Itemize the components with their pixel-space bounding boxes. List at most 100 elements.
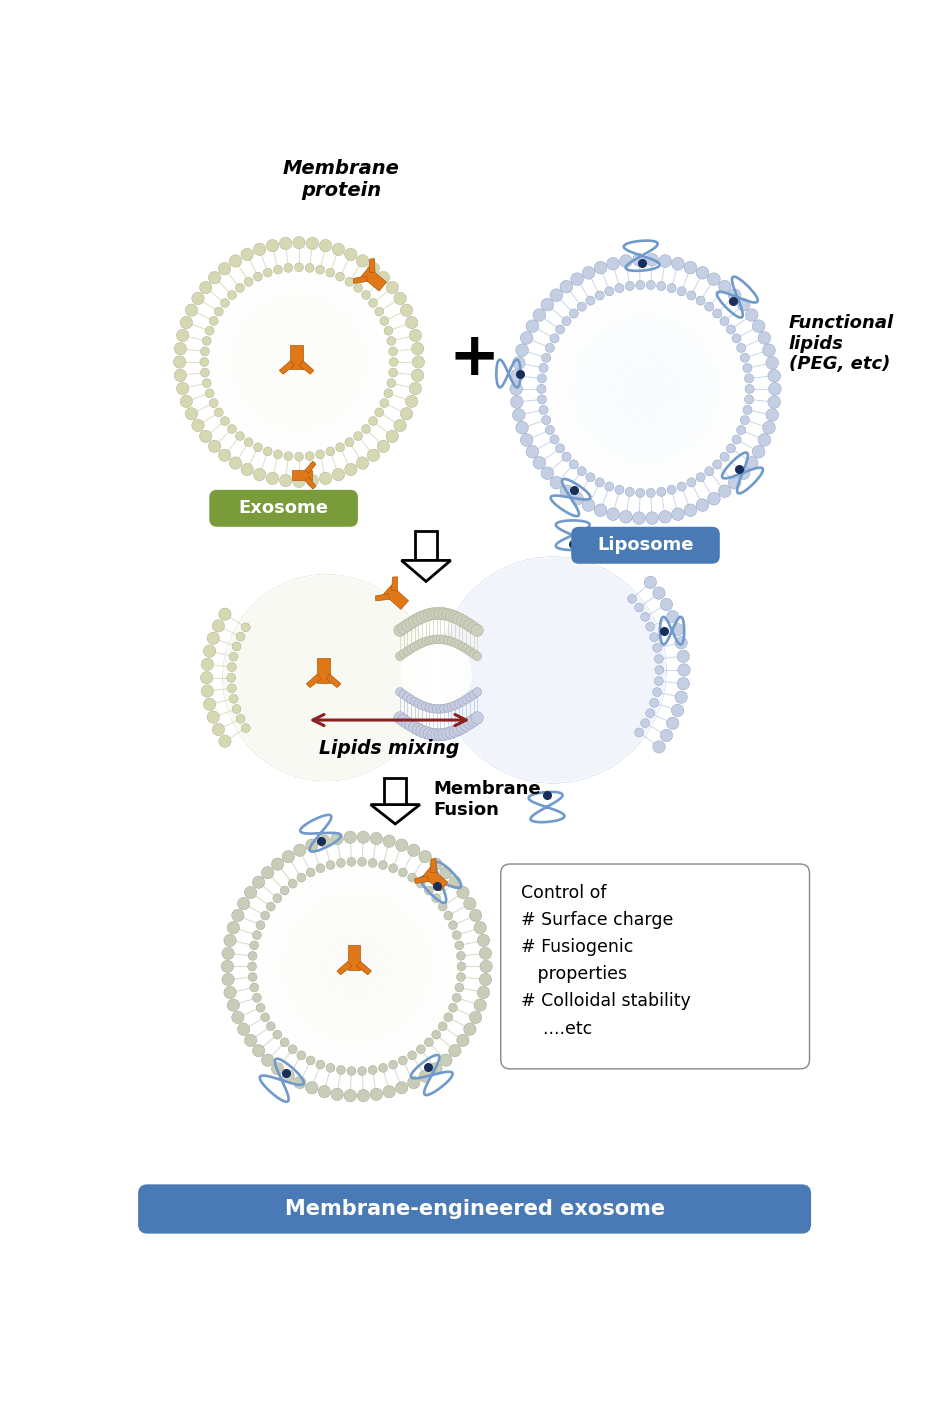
Circle shape [397,714,410,727]
Circle shape [361,291,370,299]
Circle shape [288,1045,297,1053]
Circle shape [586,472,595,482]
Circle shape [768,370,781,382]
Circle shape [745,309,758,322]
Circle shape [410,643,419,651]
Circle shape [253,931,261,939]
Circle shape [288,879,297,889]
Circle shape [215,278,383,446]
Circle shape [468,714,480,727]
Circle shape [223,575,429,780]
Circle shape [200,357,208,367]
Polygon shape [326,673,341,688]
Circle shape [537,395,546,404]
Circle shape [232,704,241,713]
Circle shape [569,460,579,470]
Circle shape [370,1088,382,1101]
Circle shape [219,263,231,274]
Circle shape [635,378,656,399]
Circle shape [233,297,365,427]
Circle shape [282,851,294,863]
Circle shape [570,492,583,505]
Circle shape [745,384,754,394]
Text: Membrane-engineered exosome: Membrane-engineered exosome [284,1199,665,1219]
Circle shape [227,1000,240,1011]
Circle shape [416,725,428,737]
Circle shape [632,253,645,266]
Circle shape [619,254,632,267]
Circle shape [537,374,546,382]
Circle shape [274,883,440,1049]
Circle shape [520,332,533,344]
Circle shape [745,457,758,470]
Circle shape [377,440,390,453]
Circle shape [769,382,782,395]
Polygon shape [422,868,448,891]
Circle shape [480,973,492,986]
Circle shape [550,288,563,301]
Circle shape [763,344,775,357]
Circle shape [737,298,750,311]
Circle shape [469,650,478,658]
Circle shape [173,356,186,368]
Circle shape [181,316,193,329]
Circle shape [460,718,472,731]
Circle shape [696,499,708,512]
Circle shape [737,467,750,479]
Circle shape [400,408,413,420]
Circle shape [252,315,345,409]
Circle shape [223,575,429,780]
Circle shape [407,644,416,654]
Circle shape [421,702,431,711]
Circle shape [263,447,272,456]
Circle shape [726,325,735,335]
Circle shape [215,408,223,416]
Circle shape [436,704,444,713]
Circle shape [219,449,231,461]
Circle shape [199,430,212,443]
Circle shape [448,1004,457,1012]
Circle shape [361,425,370,433]
Circle shape [227,921,240,934]
Circle shape [232,643,241,651]
Circle shape [550,434,559,444]
Circle shape [541,298,554,311]
Circle shape [696,472,705,482]
Circle shape [645,623,655,631]
Circle shape [406,395,418,408]
Circle shape [306,1081,318,1094]
Circle shape [394,419,407,432]
Circle shape [398,1056,407,1064]
Circle shape [389,368,397,377]
Circle shape [294,453,304,461]
Circle shape [737,343,745,353]
Polygon shape [354,276,368,284]
Circle shape [389,863,397,873]
Circle shape [541,467,554,479]
Circle shape [408,614,420,627]
Circle shape [261,1012,269,1022]
Circle shape [758,433,770,446]
Circle shape [335,443,344,451]
Circle shape [417,879,425,889]
Text: Lipids mixing: Lipids mixing [319,740,459,758]
Circle shape [408,721,420,734]
Circle shape [267,903,275,911]
Circle shape [444,703,452,713]
Circle shape [181,395,193,408]
Circle shape [395,688,405,696]
Circle shape [411,370,424,381]
Circle shape [199,281,212,294]
Circle shape [319,472,332,485]
Circle shape [307,238,319,249]
Circle shape [471,711,483,724]
Circle shape [200,347,209,356]
Circle shape [402,640,471,709]
Circle shape [316,450,324,458]
Circle shape [743,363,752,373]
Circle shape [201,658,214,671]
Circle shape [185,408,197,420]
Circle shape [407,695,416,704]
Circle shape [416,612,428,623]
Circle shape [512,409,525,422]
